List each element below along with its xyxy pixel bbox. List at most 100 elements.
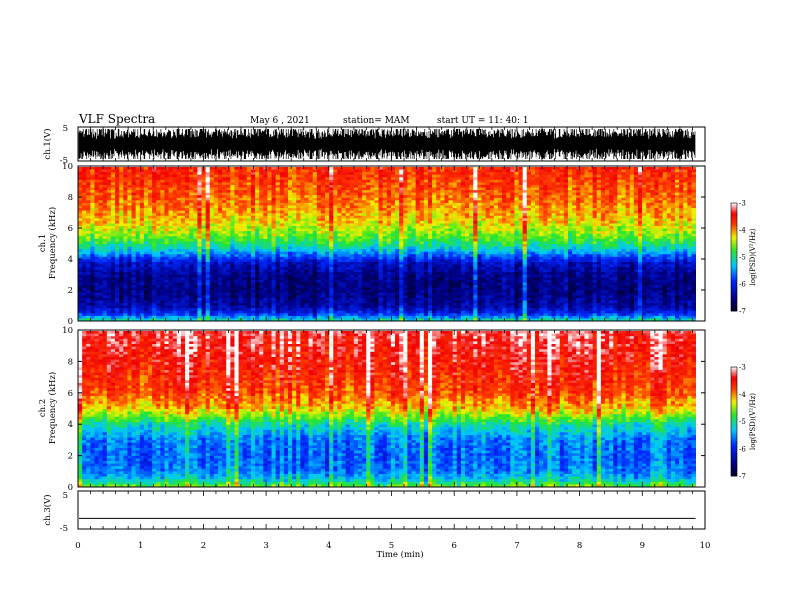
spectrogram-cell [230, 192, 235, 196]
spectrogram-cell [110, 246, 116, 250]
spectrogram-cell [563, 241, 569, 245]
spectrogram-cell [642, 187, 647, 191]
spectrogram-cell [563, 226, 569, 229]
spectrogram-cell [180, 231, 186, 235]
spectrogram-cell [226, 192, 231, 196]
spectrogram-cell [222, 226, 227, 229]
spectrogram-cell [440, 244, 445, 247]
spectrogram-cell [362, 249, 367, 253]
spectrogram-cell [234, 205, 239, 209]
spectrogram-cell [510, 177, 515, 181]
spectrogram-cell [440, 233, 445, 237]
spectrogram-cell [580, 205, 585, 209]
spectrogram-cell [411, 218, 417, 222]
spectrogram-cell [193, 233, 198, 237]
spectrogram-cell [275, 241, 281, 245]
spectrogram-cell [535, 208, 540, 212]
spectrogram-cell [465, 233, 470, 237]
spectrogram-cell [201, 223, 207, 227]
spectrogram-cell [172, 174, 178, 178]
spectrogram-cell [300, 233, 305, 237]
spectrogram-cell [98, 226, 104, 229]
spectrogram-cell [415, 197, 421, 201]
spectrogram-cell [308, 169, 314, 173]
spectrogram-cell [230, 197, 235, 201]
spectrogram-cell [98, 172, 104, 176]
spectrogram-cell [621, 246, 626, 250]
spectrogram-cell [637, 231, 643, 235]
spectrogram-cell [411, 246, 417, 250]
spectrogram-cell [255, 177, 260, 181]
spectrogram-cell [629, 197, 635, 201]
spectrogram-cell [176, 190, 182, 194]
spectrogram-cell [267, 174, 272, 178]
spectrogram-cell [123, 220, 128, 224]
spectrogram-cell [642, 233, 647, 237]
spectrogram-cell [127, 177, 132, 181]
spectrogram-cell [576, 169, 581, 173]
spectrogram-cell [86, 169, 91, 173]
spectrogram-cell [226, 231, 231, 235]
spectrogram-cell [250, 231, 256, 235]
spectrogram-cell [304, 236, 309, 240]
spectrogram-cell [580, 184, 585, 188]
spectrogram-cell [526, 192, 532, 196]
spectrogram-cell [106, 233, 112, 237]
spectrogram-cell [304, 182, 309, 186]
spectrogram-cell [600, 244, 606, 247]
spectrogram-cell [493, 210, 499, 214]
spectrogram-cell [584, 192, 589, 196]
spectrogram-cell [687, 246, 692, 250]
spectrogram-cell [613, 192, 618, 196]
spectrogram-cell [530, 184, 536, 188]
spectrogram-cell [357, 231, 363, 235]
spectrogram-cell [448, 179, 454, 183]
spectrogram-cell [407, 202, 412, 206]
spectrogram-cell [506, 244, 511, 247]
spectrogram-cell [691, 210, 696, 214]
spectrogram-cell [378, 172, 384, 176]
spectrogram-cell [304, 184, 309, 188]
spectrogram-cell [555, 202, 561, 206]
spectrogram-cell [497, 174, 503, 178]
spectrogram-cell [510, 246, 515, 250]
spectrogram-cell [135, 218, 141, 222]
spectrogram-cell [502, 244, 507, 247]
spectrogram-cell [325, 205, 330, 209]
spectrogram-cell [267, 187, 272, 191]
spectrogram-cell [234, 223, 239, 227]
spectrogram-cell [489, 241, 495, 245]
spectrogram-cell [563, 220, 569, 224]
spectrogram-cell [415, 210, 421, 214]
spectrogram-cell [592, 220, 598, 224]
spectrogram-cell [333, 167, 338, 170]
spectrogram-cell [234, 174, 239, 178]
spectrogram-cell [576, 238, 581, 242]
spectrogram-cell [86, 228, 91, 232]
spectrogram-cell [238, 177, 244, 181]
spectrogram-cell [539, 190, 544, 194]
spectrogram-cell [675, 200, 680, 204]
spectrogram-cell [230, 182, 235, 186]
spectrogram-cell [325, 174, 330, 178]
spectrogram-cell [366, 195, 371, 199]
spectrogram-cell [584, 218, 589, 222]
spectrogram-cell [168, 200, 174, 204]
spectrogram-cell [374, 167, 379, 170]
spectrogram-cell [526, 169, 532, 173]
spectrogram-cell [283, 226, 289, 229]
spectrogram-cell [267, 169, 272, 173]
spectrogram-cell [535, 228, 540, 232]
spectrogram-cell [119, 190, 124, 194]
spectrogram-cell [325, 208, 330, 212]
spectrogram-cell [259, 210, 264, 214]
spectrogram-cell [452, 172, 458, 176]
spectrogram-cell [415, 233, 421, 237]
spectrogram-cell [473, 210, 478, 214]
spectrogram-cell [255, 218, 260, 222]
spectrogram-cell [135, 200, 141, 204]
spectrogram-cell [477, 238, 482, 242]
spectrogram-cell [563, 223, 569, 227]
spectrogram-cell [637, 213, 643, 217]
spectrogram-cell [592, 200, 598, 204]
